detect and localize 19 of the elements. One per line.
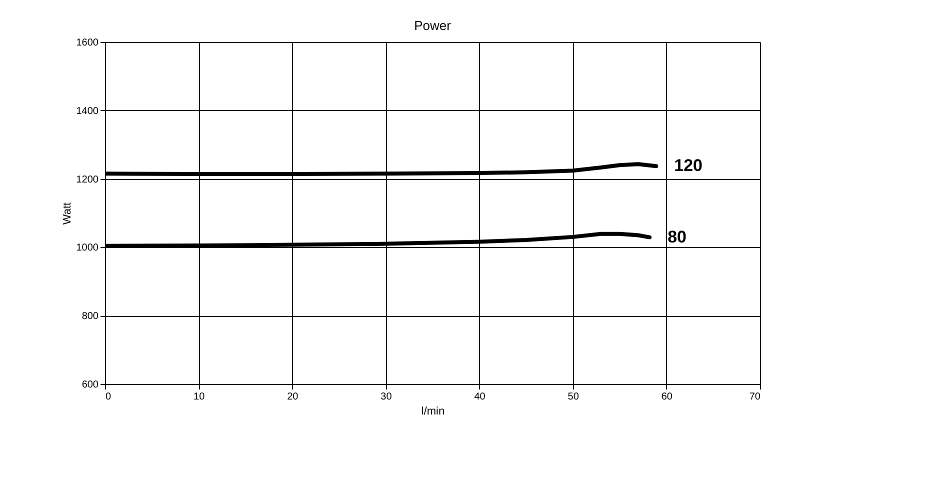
- y-tick-label: 1600: [76, 38, 99, 48]
- x-tick-label: 30: [380, 392, 392, 402]
- chart-title: Power: [414, 18, 452, 33]
- x-axis-title: l/min: [421, 406, 445, 418]
- x-tick-label: 50: [568, 392, 580, 402]
- y-axis-title: Watt: [61, 202, 74, 225]
- x-tick-label: 70: [749, 392, 761, 402]
- x-tick-label: 40: [474, 392, 486, 402]
- y-tick-label: 600: [82, 380, 99, 390]
- x-tick-label: 20: [287, 392, 299, 402]
- y-tick-label: 1200: [76, 174, 99, 186]
- y-tick-label: 1000: [76, 242, 99, 254]
- series-label: 120: [674, 156, 703, 176]
- y-tick-label: 800: [82, 311, 99, 322]
- x-tick-label: 10: [194, 392, 206, 402]
- y-tick-label: 1400: [76, 106, 99, 117]
- series-label: 80: [668, 227, 687, 246]
- x-tick-label: 0: [106, 392, 112, 402]
- x-tick-label: 60: [661, 392, 673, 402]
